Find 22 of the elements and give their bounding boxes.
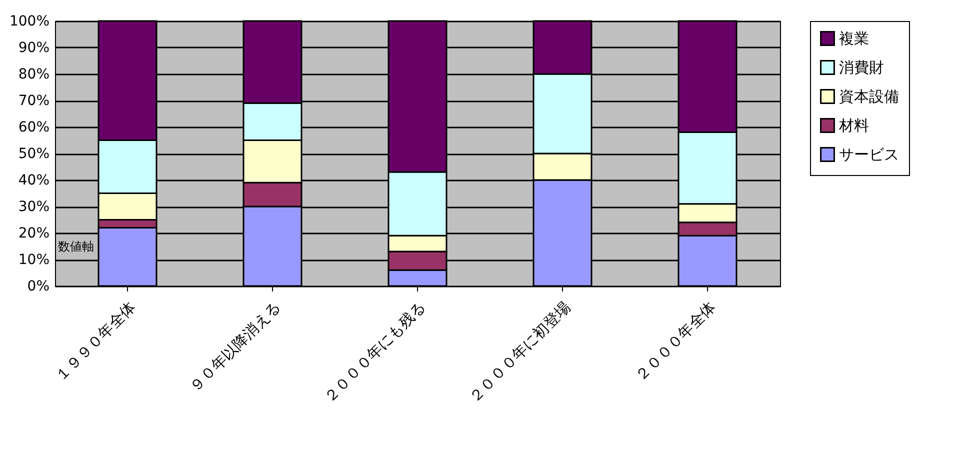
- y-tick-label: 50%: [18, 146, 50, 162]
- x-tick-label: ９０年以降消える: [186, 298, 284, 396]
- y-tick-label: 70%: [18, 93, 50, 109]
- y-tick-label: 20%: [18, 226, 50, 242]
- legend-label: サービス: [839, 146, 899, 164]
- x-tick-label: ２０００年全体: [632, 298, 719, 386]
- annotation: 数値軸: [58, 239, 94, 254]
- x-tick-label: ２０００年にも残る: [320, 298, 429, 406]
- y-tick-label: 100%: [9, 14, 50, 30]
- y-tick-label: 10%: [18, 252, 50, 268]
- legend-label: 消費財: [839, 58, 884, 76]
- legend-label: 資本設備: [839, 88, 899, 106]
- legend-label: 複業: [839, 30, 869, 48]
- y-tick-label: 0%: [27, 278, 50, 294]
- y-tick-label: 90%: [18, 40, 50, 56]
- legend-label: 材料: [838, 116, 869, 134]
- y-tick-label: 40%: [18, 172, 50, 188]
- y-tick-label: 60%: [18, 120, 50, 136]
- x-tick-label: ２０００年に初登場: [466, 298, 574, 406]
- y-tick-label: 30%: [18, 199, 50, 215]
- x-tick-label: １９９０年全体: [52, 298, 139, 386]
- y-tick-label: 80%: [18, 66, 50, 82]
